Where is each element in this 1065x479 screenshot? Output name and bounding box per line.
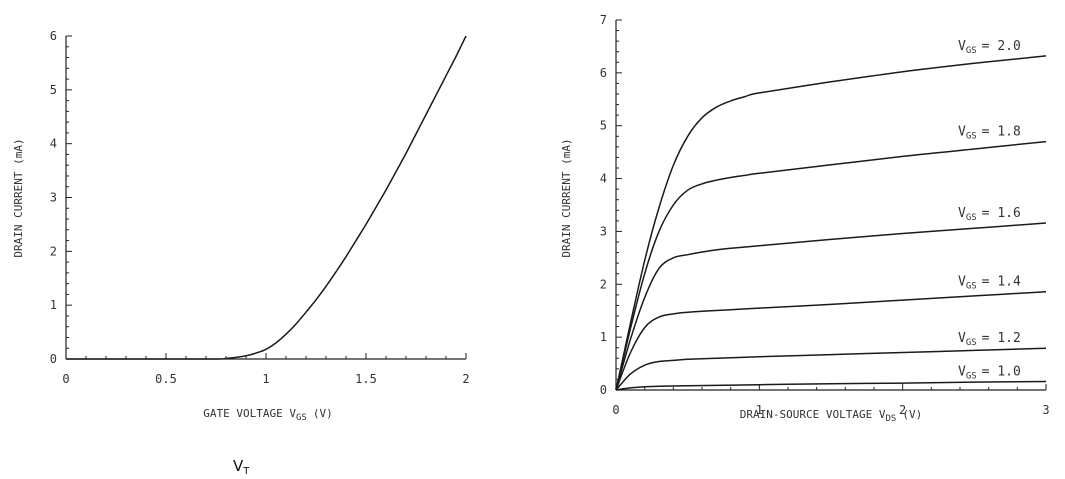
transfer-x-axis-label: GATE VOLTAGE VGS (V): [203, 407, 332, 423]
output-series-label-main: V: [958, 39, 966, 54]
output-series-label-3: VGS = 1.4: [958, 275, 1021, 292]
right-y-tick-label: 6: [600, 66, 607, 80]
threshold-voltage-annotation: VT: [233, 457, 250, 477]
output-series-label-main: V: [958, 206, 966, 221]
left-y-tick-label: 5: [50, 83, 57, 97]
transfer-x-axis-label-main: GATE VOLTAGE V: [203, 407, 296, 420]
transfer-x-axis-label-sub: GS: [296, 413, 307, 423]
output-series-label-main: V: [958, 365, 966, 380]
output-series-label-1: VGS = 1.8: [958, 125, 1021, 142]
output-series-label-5: VGS = 1.0: [958, 365, 1021, 382]
left-x-tick-label: 1.5: [355, 372, 377, 386]
left-x-tick-label: 0: [62, 372, 69, 386]
left-x-tick-label: 0.5: [155, 372, 177, 386]
transfer-curves: [66, 36, 466, 359]
output-y-axis-label: DRAIN CURRENT (mA): [560, 138, 573, 257]
output-series-label-value: = 1.4: [982, 275, 1021, 290]
transfer-y-axis-label: DRAIN CURRENT (mA): [12, 138, 25, 257]
output-series-label-sub: GS: [966, 132, 977, 142]
output-series-label-main: V: [958, 125, 966, 140]
transfer-tick-labels: 0 0.5 1 1.5 2 0 1 2 3 4 5 6: [50, 29, 470, 386]
right-y-tick-label: 4: [600, 172, 607, 186]
right-x-tick-label: 3: [1042, 403, 1049, 417]
left-y-tick-label: 4: [50, 137, 57, 151]
output-series-label-0: VGS = 2.0: [958, 39, 1021, 56]
output-series-label-main: V: [958, 331, 966, 346]
right-y-tick-label: 2: [600, 277, 607, 291]
right-x-tick-label: 0: [612, 403, 619, 417]
right-y-tick-label: 1: [600, 330, 607, 344]
output-series-label-sub: GS: [966, 282, 977, 292]
output-series-label-value: = 2.0: [982, 39, 1021, 54]
output-series-label-sub: GS: [966, 213, 977, 223]
left-y-tick-label: 6: [50, 29, 57, 43]
output-series-label-value: = 1.2: [982, 331, 1021, 346]
left-y-tick-label: 2: [50, 244, 57, 258]
output-series-label-value: = 1.0: [982, 365, 1021, 380]
output-x-axis-label-unit: (V): [902, 408, 922, 421]
output-series-label-value: = 1.6: [982, 206, 1021, 221]
transfer-ticks: [66, 36, 466, 359]
right-y-tick-label: 0: [600, 383, 607, 397]
output-x-axis-label-main: DRAIN-SOURCE VOLTAGE V: [740, 408, 886, 421]
output-series-label-2: VGS = 1.6: [958, 206, 1021, 223]
output-series-label-value: = 1.8: [982, 125, 1021, 140]
right-series-line-5: [616, 382, 1046, 391]
output-series-label-sub: GS: [966, 46, 977, 56]
output-series-label-4: VGS = 1.2: [958, 331, 1021, 348]
transfer-x-axis-label-unit: (V): [313, 407, 333, 420]
transfer-chart: 0 0.5 1 1.5 2 0 1 2 3 4 5 6 DRAIN CURRENT (mA) GATE…: [12, 29, 470, 477]
left-y-tick-label: 0: [50, 352, 57, 366]
left-y-tick-label: 3: [50, 191, 57, 205]
threshold-voltage-sub: T: [242, 466, 250, 477]
output-series-label-main: V: [958, 275, 966, 290]
left-series-line-0: [66, 36, 466, 359]
output-x-axis-label-sub: DS: [885, 414, 896, 424]
right-y-tick-label: 7: [600, 13, 607, 27]
left-y-tick-label: 1: [50, 298, 57, 312]
output-x-axis-label: DRAIN-SOURCE VOLTAGE VDS (V): [740, 408, 922, 424]
right-series-line-1: [616, 142, 1046, 390]
output-series-label-sub: GS: [966, 372, 977, 382]
right-y-tick-label: 5: [600, 119, 607, 133]
left-x-tick-label: 1: [262, 372, 269, 386]
left-x-tick-label: 2: [462, 372, 469, 386]
output-series-label-sub: GS: [966, 338, 977, 348]
right-y-tick-label: 3: [600, 224, 607, 238]
